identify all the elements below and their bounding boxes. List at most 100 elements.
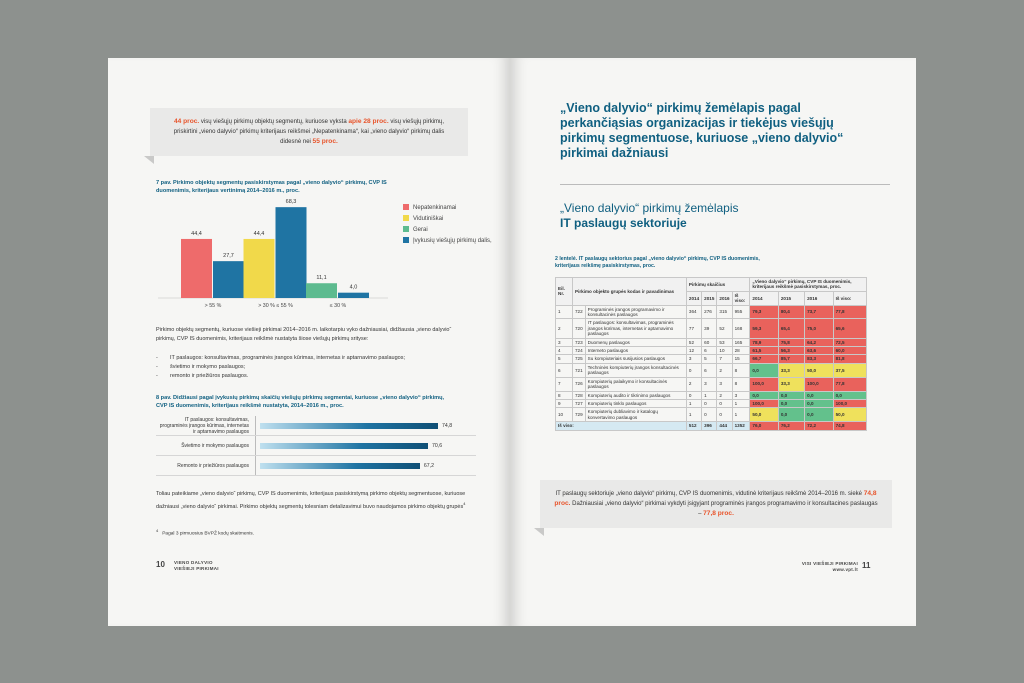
value-label: 4,0 xyxy=(350,285,358,291)
footnote-ref: 4 xyxy=(463,501,466,506)
legend-swatch xyxy=(403,226,409,232)
count-cell: 364 xyxy=(685,304,703,320)
cell: Techninės kompiuterių įrangos konsultaci… xyxy=(584,362,687,378)
bar-row: Švietimo ir mokymo paslaugos 70,6 xyxy=(156,436,476,456)
year-cell: 2015 xyxy=(777,290,806,306)
count-cell: 52 xyxy=(685,337,703,348)
value-label: 27,7 xyxy=(223,253,234,259)
table-row: 10 729 Kompiuterių dubliavimo ir katalogų … xyxy=(555,407,868,423)
share-cell: 0,0 xyxy=(804,398,834,409)
count-cell: 444 xyxy=(716,421,733,431)
value-label: 11,1 xyxy=(316,275,326,281)
count-cell: 3 xyxy=(685,354,703,364)
year-cell: 2016 xyxy=(804,290,834,306)
count-cell: 12 xyxy=(685,346,703,356)
share-cell: 66,7 xyxy=(749,354,779,364)
callout: IT paslaugų sektoriuje „vieno dalyvio“ p… xyxy=(534,480,892,536)
figure-title: 7 pav. Pirkimo objektų segmentų pasiskir… xyxy=(156,180,387,194)
page-number: 10 xyxy=(156,560,165,569)
count-cell: 2 xyxy=(685,376,703,392)
share-cell: 33,3 xyxy=(777,362,806,378)
value-label: 74,8 xyxy=(442,422,453,429)
share-cell: 61,5 xyxy=(749,346,779,356)
footer-line: VISI VIEŠIEJI PIRKIMAI xyxy=(801,561,858,566)
year-cell: 2016 xyxy=(716,290,733,306)
share-cell: 0,0 xyxy=(749,390,779,400)
share-cell: 100,0 xyxy=(832,398,868,409)
bullet-list: IT paslaugos: konsultavimas, programinės… xyxy=(156,354,466,381)
callout-text: visų viešųjų pirkimų objektų segmentų, k… xyxy=(199,119,349,125)
cell: Interneto paslaugos xyxy=(584,346,687,356)
footer-line: VIENO DALYVIO xyxy=(174,560,213,565)
count-cell: 1 xyxy=(701,390,718,400)
highlight: 77,8 proc. xyxy=(703,510,734,517)
cell: 4 xyxy=(555,346,573,356)
table-row: 2 720 IT paslaugos: konsultavimas, program… xyxy=(555,318,868,339)
share-cell: 76,2 xyxy=(777,421,806,431)
count-cell: 276 xyxy=(701,304,718,320)
share-cell: 77,8 xyxy=(832,376,868,392)
share-cell: 75,8 xyxy=(777,337,806,348)
count-cell: 77 xyxy=(685,318,703,339)
share-cell: 63,6 xyxy=(804,346,834,356)
bar xyxy=(260,462,420,469)
value-label: 70,6 xyxy=(432,442,443,449)
callout-text: IT paslaugų sektoriuje „vieno dalyvio“ p… xyxy=(555,491,864,497)
share-cell: 74,8 xyxy=(832,421,868,431)
count-cell: 512 xyxy=(685,421,703,431)
share-cell: 59,3 xyxy=(749,318,779,339)
share-cell: 73,7 xyxy=(804,304,834,320)
footer-line: www.vpt.lt xyxy=(832,566,858,572)
figure-title: 8 pav. Didžiausi pagal įvykusių pirkimų … xyxy=(156,395,445,409)
data-table: Eil. Nr. Pirkimo objekto grupės kodas ir … xyxy=(555,277,868,431)
cell: 6 xyxy=(555,362,573,378)
year-cell: 2015 xyxy=(701,290,718,306)
count-cell: 0 xyxy=(701,398,718,409)
year-cell: 2014 xyxy=(685,290,703,306)
share-cell: 56,3 xyxy=(777,346,806,356)
count-cell: 165 xyxy=(731,337,751,348)
rule xyxy=(560,184,890,185)
share-cell: 64,2 xyxy=(804,337,834,348)
share-cell: 100,0 xyxy=(749,398,779,409)
table-row: 7 726 Kompiuterių palaikymo ir konsultacin… xyxy=(555,376,868,392)
count-cell: 315 xyxy=(716,304,733,320)
list-item: švietimo ir mokymo paslaugos; xyxy=(156,363,466,372)
page-number: 11 xyxy=(862,561,871,570)
header-cell: Eil. Nr. xyxy=(555,277,573,306)
bar xyxy=(260,422,439,429)
count-cell: 8 xyxy=(731,376,751,392)
cell: Iš viso: xyxy=(555,421,687,431)
header-cell: Pirkimų skaičius xyxy=(685,277,751,292)
count-cell: 1 xyxy=(731,407,751,423)
table-row: 3 723 Duomenų paslaugos 52 60 53 165 78,9 75,8 64… xyxy=(555,337,868,348)
subheading: „Vieno dalyvio“ pirkimų žemėlapis IT pasl… xyxy=(560,201,880,231)
header-cell: Pirkimo objekto grupės kodas ir pavadini… xyxy=(572,277,687,306)
category-label: > 55 % xyxy=(205,303,222,309)
share-cell: 33,3 xyxy=(777,376,806,392)
count-cell: 7 xyxy=(716,354,733,364)
value-label: 68,3 xyxy=(286,199,297,205)
category-label: IT paslaugos: konsultavimas, programinės… xyxy=(156,416,256,435)
share-cell: 0,0 xyxy=(777,398,806,409)
list-item: remonto ir priežiūros paslaugos. xyxy=(156,372,466,381)
bar xyxy=(243,238,275,298)
year-cell: Iš viso: xyxy=(731,290,751,306)
count-cell: 1 xyxy=(685,407,703,423)
cell: 1 xyxy=(555,304,573,320)
table-row: 4 724 Interneto paslaugos 12 6 10 28 61,5 56,3 63… xyxy=(555,346,868,356)
callout-text: Dažniausiai „vieno dalyvio“ pirkimai vyk… xyxy=(570,501,878,517)
table-title: 2 lentelė. IT paslaugų sektorius pagal „… xyxy=(555,256,760,269)
subheading-line: „Vieno dalyvio“ pirkimų žemėlapis xyxy=(560,201,739,215)
highlight: 55 proc. xyxy=(312,138,338,145)
count-cell: 168 xyxy=(731,318,751,339)
count-cell: 0 xyxy=(716,398,733,409)
share-cell: 100,0 xyxy=(804,376,834,392)
share-cell: 60,0 xyxy=(832,346,868,356)
header-row: 2014 2015 2016 Iš viso: 2014 2015 2016 Iš viso: xyxy=(556,290,868,306)
count-cell: 2 xyxy=(716,362,733,378)
cell: Programinės įrangos programavimo ir kons… xyxy=(584,304,687,320)
category-label: Švietimo ir mokymo paslaugos xyxy=(156,436,256,455)
legend-swatch xyxy=(403,237,409,243)
